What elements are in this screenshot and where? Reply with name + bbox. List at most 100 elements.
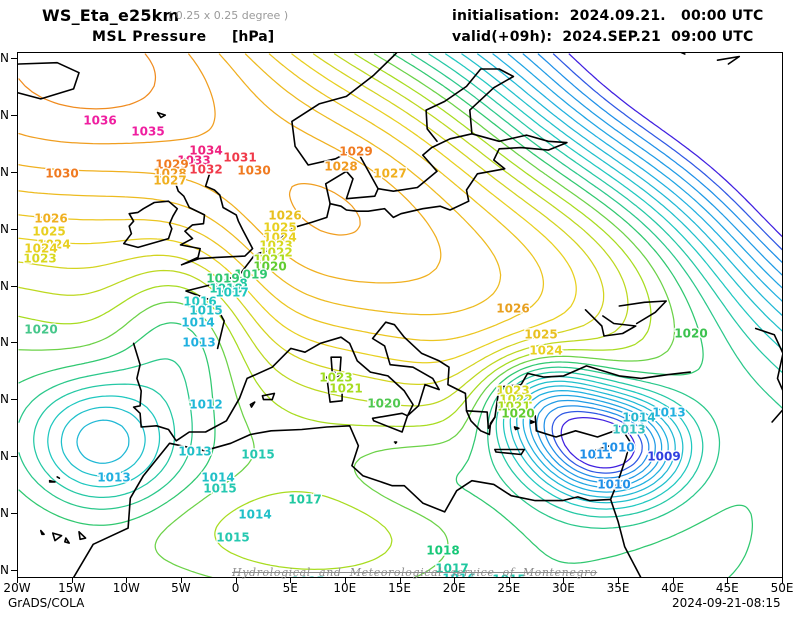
coastline-path [48,479,56,483]
contour-value-label: 1017 [215,286,248,300]
contour-value-label: 1020 [501,407,534,421]
coastline-path [465,410,496,436]
contour-value-label: 1035 [131,125,164,139]
y-axis-tick [11,570,17,571]
x-axis-tick-label: 5E [282,581,298,595]
coastline-group [18,53,782,577]
y-axis-tick-label: N [0,449,9,464]
isobar-1014 [76,53,782,498]
contour-value-label: 1012 [189,398,222,412]
contour-value-label: 1023 [23,252,56,266]
contour-value-label: 1028 [324,160,357,174]
initialisation-time-label: initialisation: 2024.09.21. 00:00 UTC [452,8,764,24]
contour-value-label: 1031 [223,151,256,165]
contour-value-label: 1018 [209,282,242,296]
y-axis-tick [11,58,17,59]
contour-value-label: 1027 [153,174,186,188]
x-axis-tick [782,578,783,583]
isobar-1017 [33,53,782,518]
x-axis-tick [454,578,456,583]
contour-value-label: 1020 [24,323,57,337]
contour-value-label: 1029 [155,158,188,172]
coastline-path [329,133,568,219]
y-axis-tick-label: N [0,51,9,65]
contour-value-label: 1021 [329,382,362,396]
contour-value-label: 1028 [153,167,186,181]
contour-value-label: 1025 [32,225,65,239]
y-axis-tick-label: N [0,107,9,122]
coastline-path [393,441,398,445]
contour-value-label: 1010 [597,478,630,492]
contour-value-label: 1015 [189,304,222,318]
contour-value-label: 1015 [203,482,236,496]
isobar-1013 [492,53,782,493]
y-axis-tick [11,114,17,116]
contour-value-label: 1020 [253,260,286,274]
isobar-1016 [47,53,782,510]
contour-value-label: 1022 [499,393,532,407]
contour-value-label: 1020 [674,327,707,341]
contour-value-label: 1022 [259,246,292,260]
y-axis-tick [11,456,17,458]
coastline-path [330,356,342,375]
x-axis-tick-label: 50E [770,581,794,595]
x-axis-tick-label: 5W [171,581,191,595]
x-axis-tick-label: 30E [551,581,575,595]
coastline-path [754,327,782,423]
contour-value-label: 1015 [216,531,249,545]
x-axis-tick-label: 45E [715,581,739,595]
y-axis-tick-label: N [0,392,9,407]
x-axis-tick-label: 20W [3,581,31,595]
x-axis-tick [344,578,346,583]
coastline-path [261,392,276,401]
contour-value-label: 1024 [24,242,57,256]
contour-value-label: 1021 [497,400,530,414]
coastline-path [56,476,61,479]
y-axis-tick-label: N [0,221,9,236]
contour-value-label: 1024 [529,344,562,358]
contour-value-label: 1026 [34,212,67,226]
x-axis-tick-label: 40E [661,581,685,595]
contour-value-label: 1013 [652,406,685,420]
grads-credit-label: GrADS/COLA [8,596,85,610]
y-axis-tick-label: N [0,164,9,179]
contour-value-label: 1013 [97,471,130,485]
x-axis-tick [399,578,401,583]
coastline-path [584,309,637,337]
contour-value-label: 1018 [214,277,247,291]
y-axis-tick [11,285,17,287]
coastline-path [716,55,741,65]
contour-value-label: 1015 [291,575,324,579]
coastline-path [326,375,343,403]
coastline-path [123,200,179,249]
contour-value-label: 1034 [189,144,222,158]
contour-value-label: 1029 [339,145,372,159]
coastline-path [530,420,535,425]
y-axis-tick [11,228,17,230]
contour-value-label: 1026 [268,209,301,223]
contour-value-label: 1009 [647,450,680,464]
variable-unit-label: [hPa] [232,29,275,45]
y-axis-tick-label: N [0,506,9,521]
contour-value-label: 1014 [181,316,214,330]
coastline-path [72,425,642,577]
contour-value-label: 1033 [177,154,210,168]
x-axis-tick [563,578,565,583]
contour-value-label: 1017 [435,562,468,576]
contour-value-label: 1013 [178,445,211,459]
coastline-path [494,448,526,456]
x-axis-tick-label: 0 [231,581,240,595]
contour-value-label: 1024 [263,231,296,245]
contour-value-label: 1026 [496,302,529,316]
coastline-path [513,426,520,431]
generation-timestamp-label: 2024-09-21-08:15 [672,596,781,610]
coastline-path [18,61,80,100]
contour-value-label: 1014 [238,508,271,522]
y-axis-tick [11,399,17,401]
x-axis-tick [290,578,292,583]
contour-value-label: 1017 [288,493,321,507]
isobar-1028 [18,53,361,236]
coastline-path [618,300,667,325]
